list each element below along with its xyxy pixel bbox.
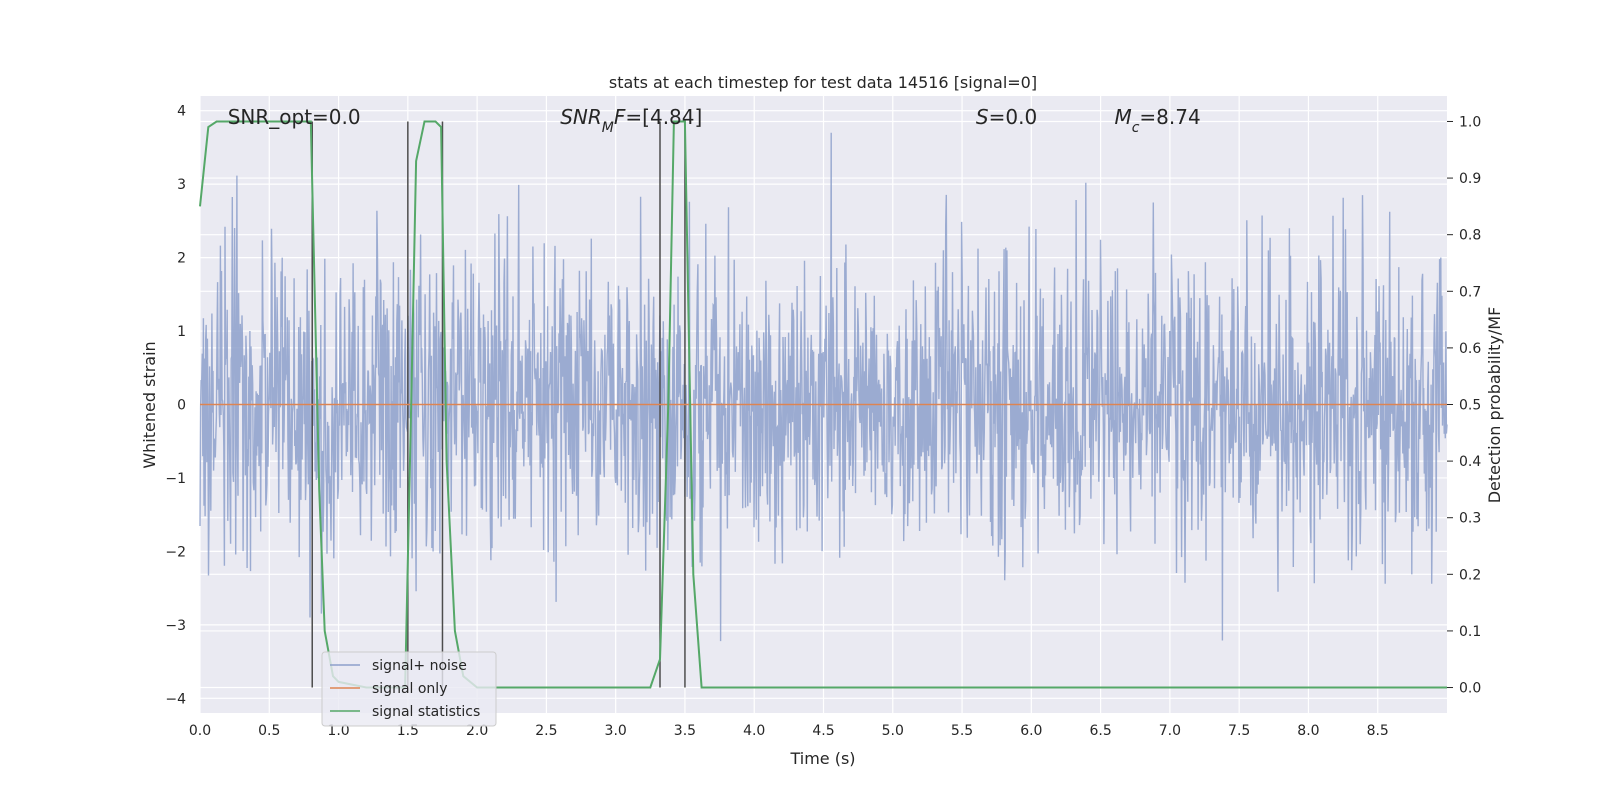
x-tick-label: 8.0 (1297, 723, 1319, 739)
x-tick-label: 2.5 (535, 723, 557, 739)
y-tick-label: 1 (177, 324, 186, 340)
y2-tick-label: 0.7 (1459, 284, 1481, 300)
annotation-label: SNRMF=[4.84] (560, 105, 702, 136)
chart-title: stats at each timestep for test data 145… (609, 73, 1037, 92)
annotation-label: SNR_opt=0.0 (228, 105, 361, 129)
axis-ticks: 0.0 0.5 1.0 1.5 2.0 2.5 3.0 3.5 4.0 4.5 5.0 5.5 6.0 6… (165, 104, 1481, 739)
annotations: SNR_opt=0.0 SNRMF=[4.84] S=0.0 Mc=8.74 (228, 105, 1201, 136)
legend-label-signal-statistics: signal statistics (372, 704, 480, 720)
y-tick-label: −3 (165, 618, 186, 634)
legend-box (321, 651, 497, 727)
x-tick-label: 0.5 (258, 723, 280, 739)
y-tick-label: −1 (165, 471, 186, 487)
y2-tick-label: 0.1 (1459, 624, 1481, 640)
y2-tick-label: 0.4 (1459, 454, 1481, 470)
y-tick-label: 4 (177, 104, 186, 120)
x-tick-label: 2.0 (466, 723, 488, 739)
y2-axis-label: Detection probability/MF (1485, 307, 1504, 504)
y2-tick-label: 0.5 (1459, 398, 1481, 414)
series-lines (199, 120, 1447, 689)
x-tick-label: 6.5 (1089, 723, 1111, 739)
x-tick-label: 5.5 (951, 723, 973, 739)
x-tick-label: 7.0 (1159, 723, 1181, 739)
legend-label-signal-plus-noise: signal+ noise (372, 658, 467, 674)
y2-tick-label: 0.3 (1459, 511, 1481, 527)
x-tick-label: 7.5 (1228, 723, 1250, 739)
legend-label-signal-only: signal only (372, 681, 447, 697)
y2-tick-label: 0.8 (1459, 228, 1481, 244)
y-tick-label: 2 (177, 251, 186, 267)
y2-tick-label: 1.0 (1459, 114, 1481, 130)
x-axis-label: Time (s) (789, 749, 855, 768)
y-tick-label: −4 (165, 691, 186, 707)
x-tick-label: 3.5 (674, 723, 696, 739)
y2-tick-label: 0.0 (1459, 681, 1481, 697)
y-tick-label: 0 (177, 398, 186, 414)
x-tick-label: 4.0 (743, 723, 765, 739)
x-tick-label: 4.5 (812, 723, 834, 739)
annotation-label: S=0.0 (976, 105, 1037, 129)
x-tick-label: 8.5 (1367, 723, 1389, 739)
y2-tick-label: 0.9 (1459, 171, 1481, 187)
x-tick-label: 5.0 (882, 723, 904, 739)
annotation-label: Mc=8.74 (1114, 105, 1200, 136)
y-tick-label: −2 (165, 544, 186, 560)
signal-statistics-line (199, 120, 1447, 689)
x-tick-label: 1.0 (327, 723, 349, 739)
x-tick-label: 3.0 (605, 723, 627, 739)
x-tick-label: 6.0 (1020, 723, 1042, 739)
y-axis-label: Whitened strain (140, 341, 159, 468)
y2-tick-label: 0.2 (1459, 567, 1481, 583)
y-tick-label: 3 (177, 177, 186, 193)
x-tick-label: 0.0 (189, 723, 211, 739)
x-tick-label: 1.5 (397, 723, 419, 739)
legend: signal+ noise signal only signal statist… (321, 651, 497, 727)
y2-tick-label: 0.6 (1459, 341, 1481, 357)
